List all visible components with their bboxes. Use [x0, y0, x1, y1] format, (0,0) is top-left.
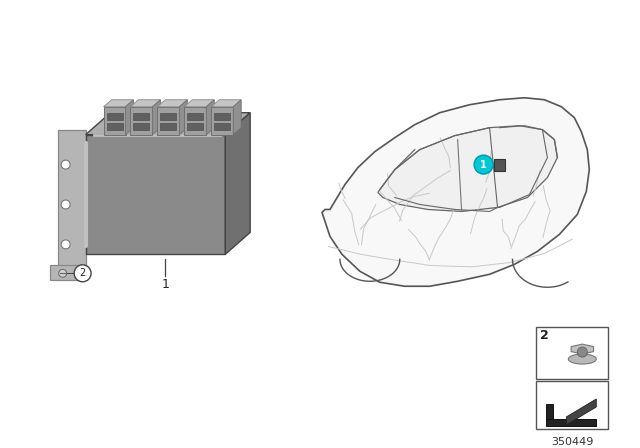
Polygon shape [493, 159, 504, 171]
Ellipse shape [568, 354, 596, 364]
Bar [536, 381, 608, 429]
Polygon shape [104, 107, 125, 135]
Polygon shape [378, 126, 557, 211]
Polygon shape [188, 123, 204, 129]
Polygon shape [547, 404, 554, 419]
Text: 350449: 350449 [551, 437, 593, 447]
Polygon shape [152, 100, 161, 135]
Circle shape [474, 155, 493, 174]
Circle shape [74, 265, 91, 282]
Polygon shape [214, 113, 230, 120]
Polygon shape [161, 123, 177, 129]
Polygon shape [157, 100, 188, 107]
Text: 2: 2 [79, 268, 86, 278]
Text: 1: 1 [161, 278, 170, 291]
Circle shape [59, 269, 67, 277]
Polygon shape [161, 113, 177, 120]
Polygon shape [225, 113, 250, 254]
Polygon shape [131, 107, 152, 135]
Polygon shape [106, 123, 122, 129]
Polygon shape [211, 100, 241, 107]
Polygon shape [106, 113, 122, 120]
Polygon shape [184, 107, 206, 135]
Polygon shape [86, 113, 250, 135]
Polygon shape [206, 100, 214, 135]
Polygon shape [322, 98, 589, 286]
Polygon shape [188, 113, 204, 120]
Circle shape [61, 200, 70, 209]
Text: 2: 2 [540, 329, 548, 342]
Polygon shape [131, 100, 161, 107]
Circle shape [61, 240, 70, 249]
Polygon shape [58, 129, 86, 266]
Polygon shape [233, 100, 241, 135]
Text: 1: 1 [480, 159, 487, 170]
Polygon shape [571, 344, 593, 354]
Polygon shape [211, 107, 233, 135]
Polygon shape [214, 123, 230, 129]
Polygon shape [566, 399, 596, 425]
Polygon shape [50, 265, 81, 280]
Polygon shape [184, 100, 214, 107]
Polygon shape [157, 107, 179, 135]
Bar [536, 327, 608, 379]
Circle shape [61, 160, 70, 169]
Polygon shape [134, 123, 149, 129]
Polygon shape [125, 100, 134, 135]
Polygon shape [134, 113, 149, 120]
Polygon shape [179, 100, 188, 135]
Circle shape [577, 347, 588, 357]
Polygon shape [86, 135, 225, 254]
Polygon shape [104, 100, 134, 107]
Polygon shape [547, 419, 596, 426]
